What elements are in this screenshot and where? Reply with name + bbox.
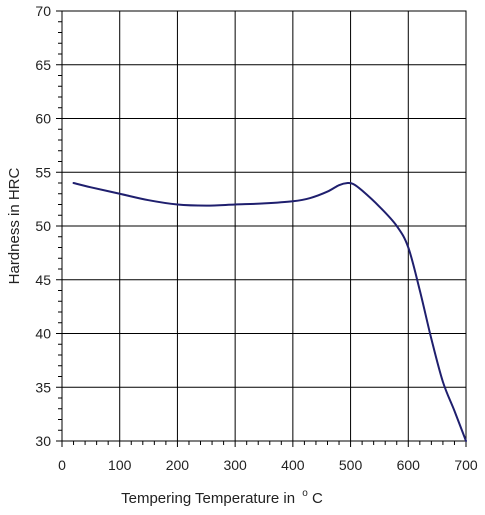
y-tick-label: 45 [35,272,51,288]
y-tick-labels: 30 35 40 45 50 55 60 65 70 [35,3,51,449]
x-tick-label: 100 [108,457,132,473]
y-axis-label: Hardness in HRC [6,167,23,284]
x-tick-label: 0 [58,457,66,473]
y-tick-label: 30 [35,433,51,449]
x-axis-label-degree: o [302,488,308,499]
x-tick-label: 300 [223,457,247,473]
y-tick-label: 65 [35,57,51,73]
series-layer [72,181,467,442]
x-tick-labels: 0 100 200 300 400 500 600 700 [58,457,478,473]
x-tick-label: 200 [166,457,190,473]
minor-ticks [56,10,467,447]
y-tick-label: 40 [35,326,51,342]
x-tick-label: 400 [281,457,305,473]
x-axis-label: Tempering Temperature in o C [121,483,323,507]
x-tick-label: 500 [339,457,363,473]
series-line-0 [72,181,467,442]
y-tick-label: 55 [35,164,51,180]
x-axis-label-text: Tempering Temperature in [121,490,295,507]
y-tick-label: 50 [35,218,51,234]
plot-frame [61,10,467,442]
x-axis-label-unit: C [312,490,323,507]
x-tick-label: 700 [454,457,478,473]
x-tick-label: 600 [397,457,421,473]
y-tick-label: 35 [35,379,51,395]
y-tick-label: 60 [35,111,51,127]
y-tick-label: 70 [35,3,51,19]
